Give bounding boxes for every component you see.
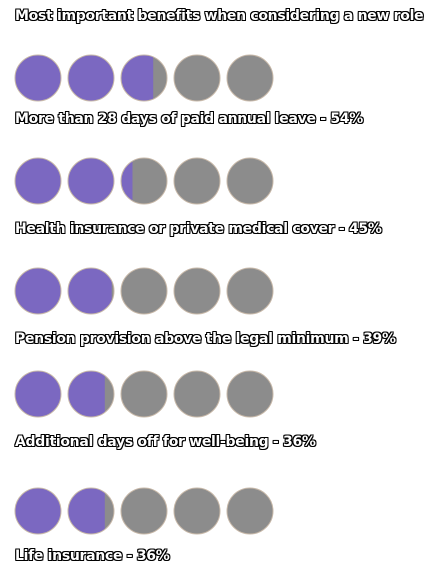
pictogram-unit — [14, 54, 62, 102]
pictogram-unit — [67, 267, 115, 315]
row-label-text: More than 28 days of paid annual leave - — [15, 111, 331, 127]
unit-filled-portion — [15, 55, 61, 101]
pictogram-unit — [120, 267, 168, 315]
pictogram-unit — [67, 487, 115, 535]
unit-outline — [173, 267, 221, 315]
unit-outline — [173, 54, 221, 102]
unit-outline — [120, 157, 168, 205]
unit-outline — [14, 54, 62, 102]
pictogram-unit — [226, 370, 274, 418]
pictogram-unit — [14, 267, 62, 315]
pictogram-unit — [120, 54, 168, 102]
unit-filled-portion — [68, 158, 114, 204]
pictogram-unit — [120, 370, 168, 418]
unit-filled-portion — [15, 158, 61, 204]
unit-filled-portion — [121, 161, 133, 201]
pictogram-unit — [173, 487, 221, 535]
unit-filled-portion — [121, 55, 154, 101]
unit-outline — [67, 487, 115, 535]
unit-outline — [173, 157, 221, 205]
pictogram-unit — [14, 370, 62, 418]
unit-outline — [226, 267, 274, 315]
unit-filled-portion — [15, 371, 61, 417]
row-label: Life insurance - 36% — [15, 548, 170, 561]
unit-empty-circle — [174, 488, 220, 534]
unit-empty-circle — [174, 371, 220, 417]
unit-filled-portion — [15, 268, 61, 314]
row-value-label: 45% — [348, 221, 382, 237]
unit-filled-portion — [68, 371, 105, 417]
row-label: Pension provision above the legal minimu… — [15, 331, 396, 347]
pictogram-unit — [173, 370, 221, 418]
pictogram-unit — [173, 267, 221, 315]
unit-filled-portion — [68, 488, 105, 534]
unit-empty-circle — [121, 268, 167, 314]
row-value-label: 54% — [330, 111, 363, 127]
row-label-text: Pension provision above the legal minimu… — [15, 331, 364, 347]
unit-empty-circle — [121, 371, 167, 417]
row-label: More than 28 days of paid annual leave -… — [15, 111, 363, 127]
unit-outline — [14, 157, 62, 205]
pictogram-unit — [226, 54, 274, 102]
unit-outline — [67, 267, 115, 315]
row-value-label: 39% — [363, 331, 396, 347]
unit-outline — [14, 267, 62, 315]
unit-outline — [14, 487, 62, 535]
unit-filled-portion — [68, 55, 114, 101]
unit-outline — [67, 54, 115, 102]
unit-empty-circle — [227, 371, 273, 417]
unit-outline — [173, 370, 221, 418]
unit-outline — [226, 157, 274, 205]
row-value-label: 36% — [283, 434, 316, 450]
pictogram-unit — [67, 157, 115, 205]
unit-empty-circle — [227, 158, 273, 204]
row-label-text: Health insurance or private medical cove… — [15, 221, 349, 237]
unit-empty-circle — [174, 158, 220, 204]
row-label-text: Life insurance - — [15, 548, 137, 561]
unit-outline — [173, 487, 221, 535]
row-label: Health insurance or private medical cove… — [15, 221, 382, 237]
pictogram-unit — [67, 370, 115, 418]
unit-outline — [226, 370, 274, 418]
unit-empty-circle — [121, 488, 167, 534]
row-label: Additional days off for well-being - 36% — [15, 434, 316, 450]
pictogram-unit — [120, 487, 168, 535]
pictogram-unit — [173, 157, 221, 205]
unit-filled-portion — [15, 488, 61, 534]
pictogram-unit — [226, 157, 274, 205]
unit-outline — [14, 370, 62, 418]
unit-outline — [226, 54, 274, 102]
unit-outline — [120, 267, 168, 315]
pictogram-unit — [173, 54, 221, 102]
pictogram-unit — [14, 487, 62, 535]
pictogram-unit — [14, 157, 62, 205]
pictogram-unit — [67, 54, 115, 102]
unit-outline — [120, 54, 168, 102]
unit-filled-portion — [68, 268, 112, 314]
unit-outline — [67, 157, 115, 205]
unit-empty-circle — [227, 268, 273, 314]
unit-empty-circle — [174, 55, 220, 101]
unit-empty-circle — [227, 55, 273, 101]
unit-outline — [120, 370, 168, 418]
row-label-text: Additional days off for well-being - — [15, 434, 284, 450]
unit-empty-circle — [174, 268, 220, 314]
unit-empty-circle — [227, 488, 273, 534]
unit-outline — [226, 487, 274, 535]
pictogram-unit — [120, 157, 168, 205]
pictogram-unit — [226, 487, 274, 535]
chart-title: Most important benefits when considering… — [15, 8, 424, 24]
row-value-label: 36% — [136, 548, 170, 561]
pictogram-unit — [226, 267, 274, 315]
unit-outline — [67, 370, 115, 418]
unit-outline — [120, 487, 168, 535]
